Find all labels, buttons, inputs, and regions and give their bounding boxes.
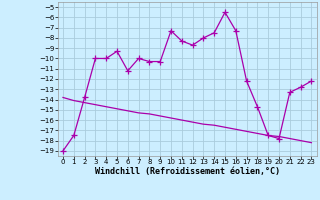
X-axis label: Windchill (Refroidissement éolien,°C): Windchill (Refroidissement éolien,°C) <box>95 167 280 176</box>
